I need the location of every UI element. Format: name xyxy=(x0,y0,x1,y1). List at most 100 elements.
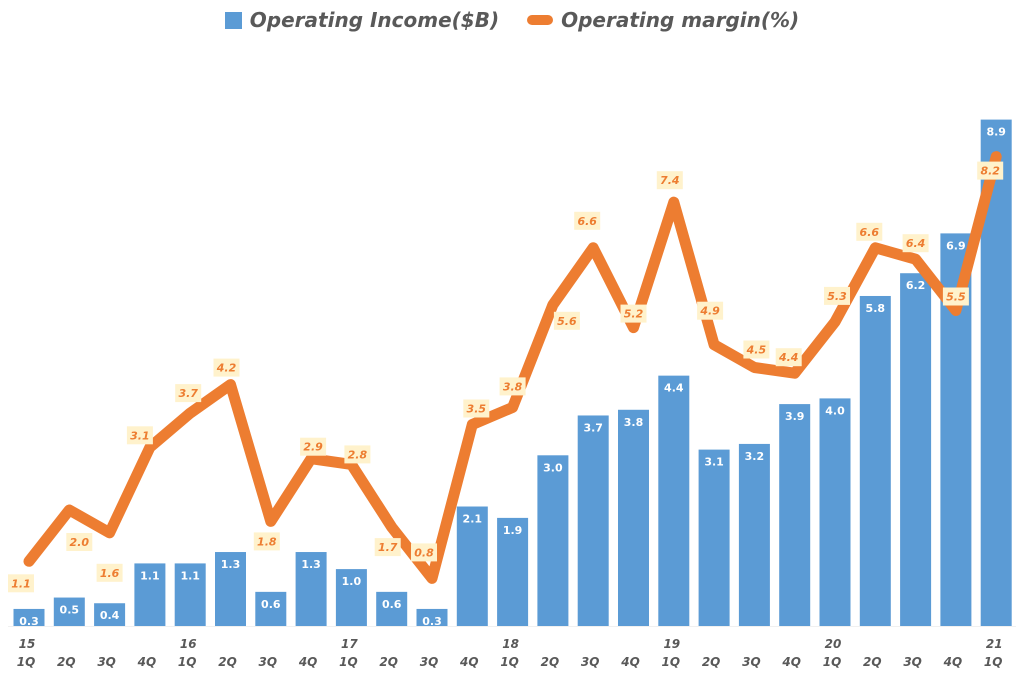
x-tick-quarter: 4Q xyxy=(298,655,318,669)
margin-label-bg xyxy=(656,171,683,190)
margin-label: 5.6 xyxy=(557,315,577,328)
legend-label-margin: Operating margin(%) xyxy=(561,8,800,32)
bar-label: 2.1 xyxy=(463,513,483,526)
x-tick-quarter: 4Q xyxy=(781,655,801,669)
margin-label-bg xyxy=(499,377,526,396)
bar xyxy=(537,455,569,626)
bar-label: 0.5 xyxy=(60,604,80,617)
margin-label: 8.2 xyxy=(980,165,1000,178)
margin-label-bg xyxy=(553,311,580,330)
x-tick-year: 21 xyxy=(986,637,1003,651)
x-tick-quarter: 3Q xyxy=(742,655,761,669)
legend-swatch-line xyxy=(527,15,554,25)
legend-item-margin: Operating margin(%) xyxy=(527,8,799,32)
bar xyxy=(859,295,891,626)
bar-label: 3.8 xyxy=(624,416,644,429)
x-tick-quarter: 1Q xyxy=(500,655,519,669)
x-tick-quarter: 2Q xyxy=(863,655,882,669)
bar xyxy=(779,404,811,626)
bar-label: 1.3 xyxy=(221,558,241,571)
bar xyxy=(497,517,529,626)
bar-label: 5.8 xyxy=(866,302,886,315)
x-tick-year: 16 xyxy=(180,637,197,651)
bar-label: 4.0 xyxy=(825,404,845,417)
margin-label: 6.6 xyxy=(860,226,880,239)
x-tick-quarter: 1Q xyxy=(984,655,1003,669)
x-tick-quarter: 2Q xyxy=(702,655,721,669)
margin-label: 0.8 xyxy=(414,546,434,559)
margin-label-bg xyxy=(344,445,371,464)
margin-label: 5.3 xyxy=(827,290,847,303)
bar xyxy=(295,552,327,626)
bar xyxy=(577,415,609,626)
margin-label-bg xyxy=(620,304,647,323)
bar xyxy=(255,591,287,626)
margin-label-bg xyxy=(213,358,240,377)
bar xyxy=(698,449,730,626)
margin-label: 4.2 xyxy=(216,362,237,375)
bar xyxy=(13,608,45,626)
bar-label: 4.4 xyxy=(664,382,684,395)
bar-label: 0.6 xyxy=(382,598,402,611)
bar-label: 1.9 xyxy=(503,524,523,537)
margin-label-bg xyxy=(126,426,153,445)
margin-label-bg xyxy=(824,286,850,305)
bar-label: 1.1 xyxy=(180,569,200,582)
margin-label-bg xyxy=(574,211,601,230)
legend: Operating Income($B) Operating margin(%) xyxy=(0,8,1024,32)
margin-label-bg xyxy=(856,222,883,241)
margin-label: 1.1 xyxy=(11,577,31,590)
x-tick-quarter: 3Q xyxy=(420,655,439,669)
bar xyxy=(658,375,690,626)
bar xyxy=(134,563,166,626)
margin-label-bg xyxy=(697,301,724,320)
margin-label-bg xyxy=(374,538,401,557)
bar xyxy=(215,552,246,626)
margin-label-bg xyxy=(253,532,280,551)
margin-label-bg xyxy=(743,340,770,359)
x-tick-quarter: 2Q xyxy=(57,655,76,669)
bar-label: 0.3 xyxy=(19,615,39,628)
bar xyxy=(376,591,408,626)
x-tick-year: 19 xyxy=(663,637,680,651)
x-tick-quarter: 1Q xyxy=(17,655,36,669)
bar xyxy=(94,603,126,626)
x-tick-quarter: 1Q xyxy=(178,655,197,669)
x-tick-quarter: 2Q xyxy=(218,655,237,669)
bar-label: 0.4 xyxy=(100,609,120,622)
x-tick-year: 17 xyxy=(341,637,358,651)
margin-label-bg xyxy=(300,437,327,456)
legend-item-income: Operating Income($B) xyxy=(224,8,500,32)
bar-label: 3.1 xyxy=(704,456,724,469)
x-tick-quarter: 2Q xyxy=(379,655,398,669)
margin-label: 4.5 xyxy=(746,344,767,357)
margin-label-bg xyxy=(66,533,93,551)
x-tick-quarter: 3Q xyxy=(581,655,600,669)
margin-label: 4.4 xyxy=(778,351,799,364)
bar xyxy=(819,398,851,626)
margin-label: 4.9 xyxy=(699,305,720,318)
x-tick-quarter: 4Q xyxy=(459,655,479,669)
margin-label-bg xyxy=(902,234,929,253)
bar-label: 6.9 xyxy=(946,239,966,252)
bar-label: 0.3 xyxy=(422,615,442,628)
margin-label: 1.8 xyxy=(257,535,277,548)
bar xyxy=(738,443,770,626)
margin-label-bg xyxy=(463,399,490,418)
bar-label: 3.9 xyxy=(785,410,805,423)
margin-label: 3.7 xyxy=(178,387,198,400)
margin-label: 5.5 xyxy=(946,291,966,304)
margin-label: 1.6 xyxy=(100,567,120,580)
margin-label: 3.8 xyxy=(503,380,523,393)
margin-label: 5.2 xyxy=(624,308,644,321)
x-tick-quarter: 4Q xyxy=(620,655,640,669)
legend-label-income: Operating Income($B) xyxy=(249,8,500,32)
bar xyxy=(456,506,488,626)
bar xyxy=(174,563,206,626)
legend-swatch-bar xyxy=(224,11,242,29)
margin-label-bg xyxy=(175,384,202,403)
margin-line xyxy=(23,151,1002,584)
margin-label: 7.4 xyxy=(660,174,680,187)
bar xyxy=(416,608,448,626)
bar-label: 1.0 xyxy=(342,575,362,588)
